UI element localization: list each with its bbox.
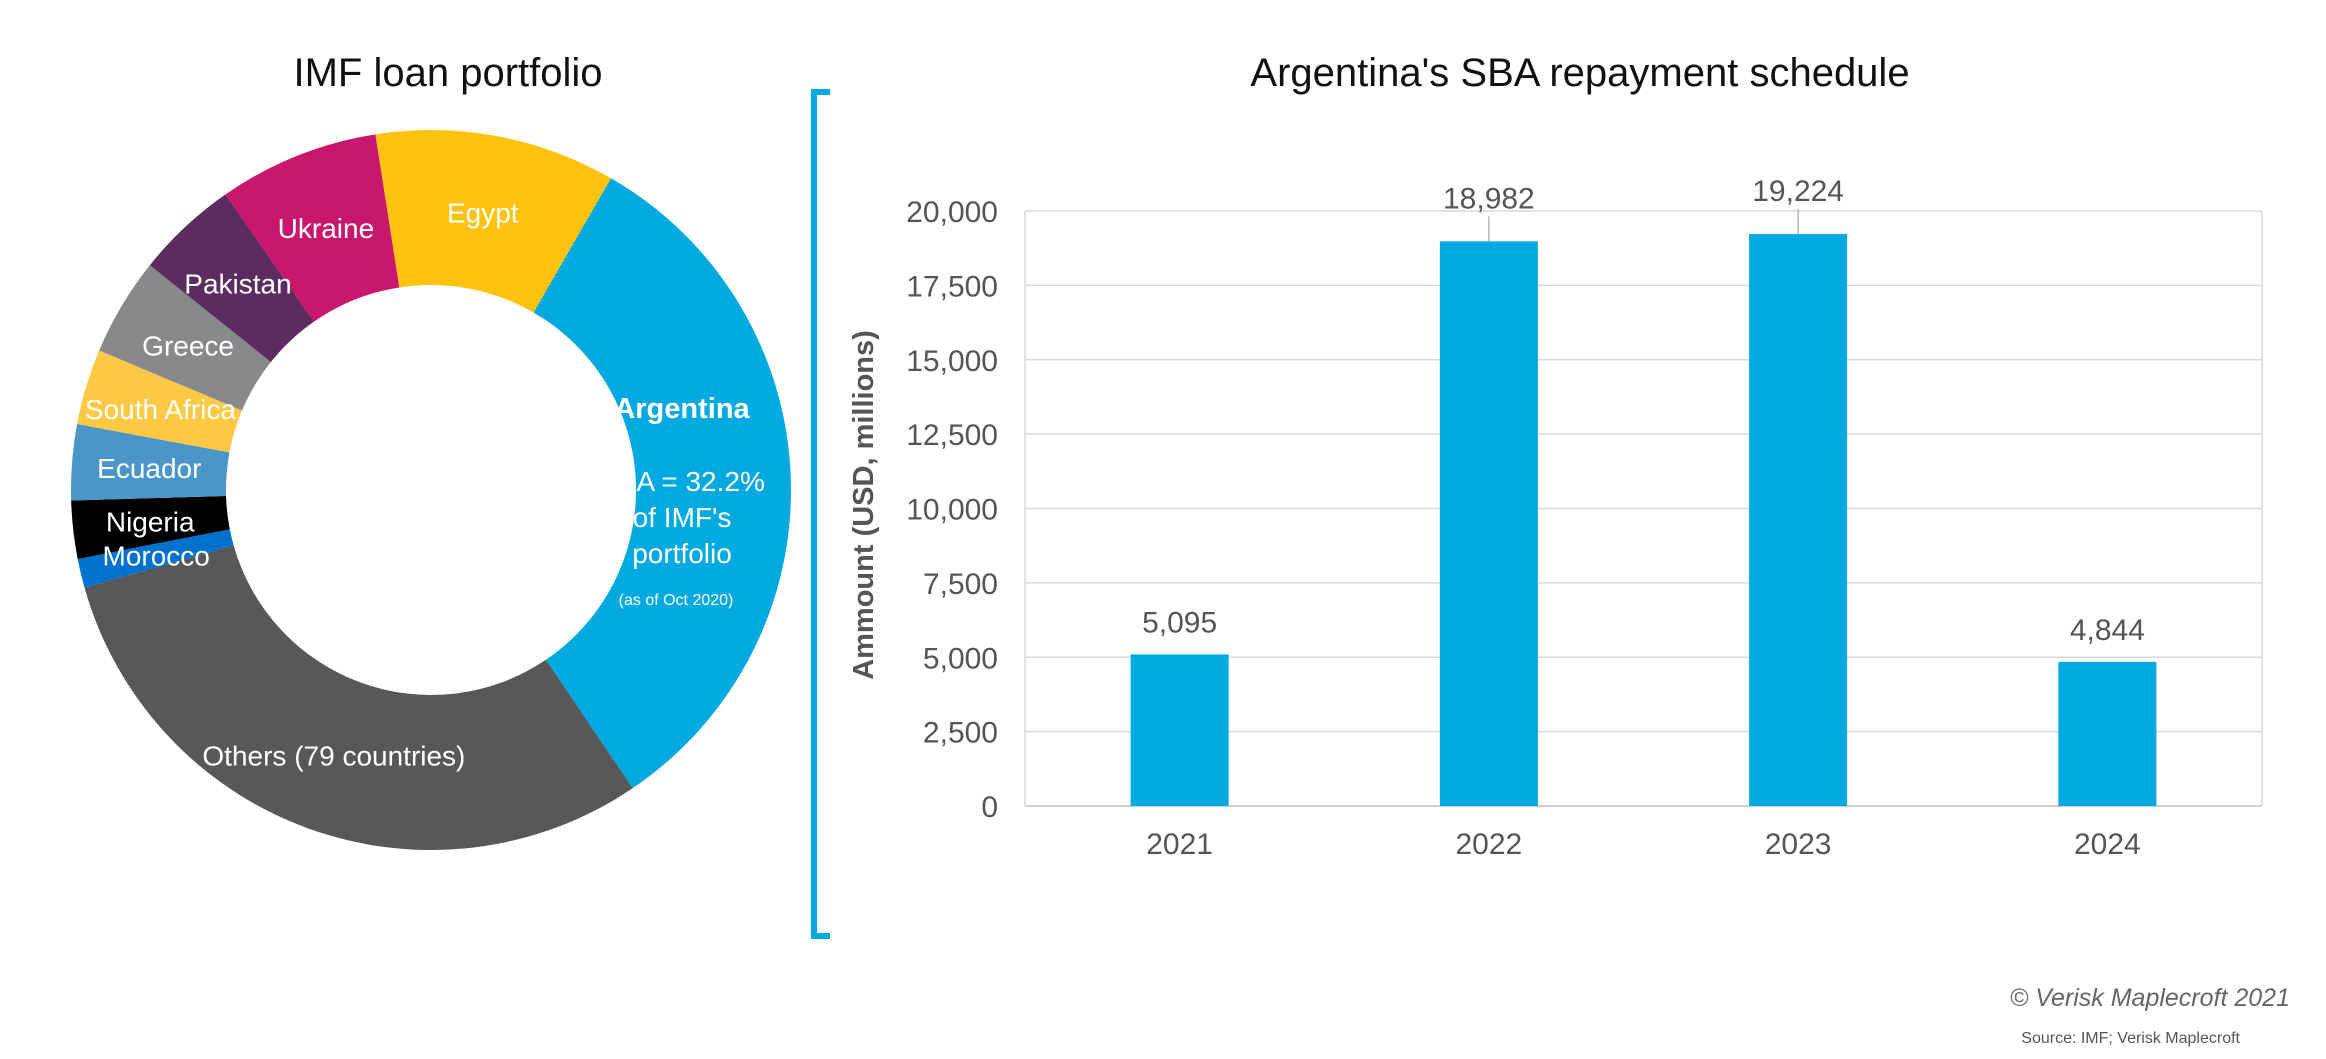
data-label-2021: 5,095 — [1142, 606, 1217, 639]
donut-slice-argentina — [533, 178, 792, 789]
source-text: Source: IMF; Verisk Maplecroft — [2021, 1030, 2240, 1047]
x-axis-ticks: 2021 2022 2023 2024 — [1146, 828, 2141, 861]
data-label-2023: 19,224 — [1752, 175, 1844, 208]
x-tick-label-2024: 2024 — [2074, 828, 2141, 861]
bar-gridlines — [1024, 210, 2263, 807]
data-label-2022: 18,982 — [1443, 182, 1535, 215]
x-tick-label-2021: 2021 — [1146, 828, 1213, 861]
donut-label-nigeria: Nigeria — [106, 506, 195, 537]
argentina-annotation-line-3: portfolio — [632, 538, 732, 569]
bar-2021 — [1130, 654, 1229, 806]
y-tick-label: 12,500 — [906, 419, 998, 452]
donut-label-greece: Greece — [142, 331, 234, 362]
bar-chart: Argentina's SBA repayment schedule 0 2,50… — [848, 51, 2263, 861]
x-tick-label-2023: 2023 — [1765, 828, 1832, 861]
donut-slice-others-79-countries — [84, 545, 633, 851]
bar-chart-title: Argentina's SBA repayment schedule — [1250, 51, 1909, 95]
y-tick-label: 20,000 — [906, 196, 998, 229]
donut-slice-nigeria — [71, 496, 230, 559]
donut-slice-ecuador — [71, 424, 230, 501]
bar-data-labels: 5,095 18,982 19,224 4,844 — [1142, 175, 2145, 647]
bar-2022 — [1439, 241, 1538, 806]
y-axis-ticks: 0 2,500 5,000 7,500 10,000 12,500 15,000 17,500… — [906, 196, 998, 824]
y-tick-label: 10,000 — [906, 494, 998, 527]
donut-label-pakistan: Pakistan — [184, 269, 291, 300]
bar-2024 — [2058, 661, 2157, 806]
y-tick-label: 17,500 — [906, 270, 998, 303]
argentina-annotation-line-2: of IMF's — [633, 502, 732, 533]
donut-slice-greece — [99, 265, 271, 411]
copyright-text: © Verisk Maplecroft 2021 — [2010, 984, 2290, 1012]
donut-slice-south-africa — [77, 350, 243, 453]
donut-label-ukraine: Ukraine — [278, 213, 374, 244]
donut-label-others-79-countries: Others (79 countries) — [202, 740, 465, 771]
donut-label-ecuador: Ecuador — [97, 453, 201, 484]
donut-slices — [71, 130, 792, 851]
donut-title: IMF loan portfolio — [293, 51, 602, 95]
argentina-annotation-note: (as of Oct 2020) — [619, 592, 734, 609]
donut-label-egypt: Egypt — [447, 197, 519, 228]
argentina-annotation: Argentina SBA = 32.2% of IMF's portfolio… — [599, 393, 765, 609]
y-axis-label: Ammount (USD, millions) — [848, 330, 880, 680]
y-tick-label: 7,500 — [923, 568, 998, 601]
bar-marks — [1130, 234, 2157, 806]
x-tick-label-2022: 2022 — [1456, 828, 1523, 861]
y-tick-label: 15,000 — [906, 345, 998, 378]
argentina-annotation-title: Argentina — [614, 393, 750, 425]
bar-2023 — [1749, 234, 1848, 806]
y-tick-label: 5,000 — [923, 642, 998, 675]
donut-slice-pakistan — [149, 194, 315, 362]
divider-bracket — [811, 89, 830, 939]
donut-slice-morocco — [77, 529, 234, 588]
donut-chart: IMF loan portfolio Others (79 countries)… — [71, 51, 792, 851]
argentina-annotation-line-1: SBA = 32.2% — [599, 466, 765, 497]
y-tick-label: 2,500 — [923, 717, 998, 750]
donut-slice-ukraine — [225, 134, 400, 322]
data-label-2024: 4,844 — [2070, 614, 2145, 647]
y-tick-label: 0 — [981, 791, 998, 824]
donut-slice-egypt — [375, 130, 611, 313]
donut-label-south-africa: South Africa — [85, 394, 236, 425]
donut-label-morocco: Morocco — [103, 540, 210, 571]
